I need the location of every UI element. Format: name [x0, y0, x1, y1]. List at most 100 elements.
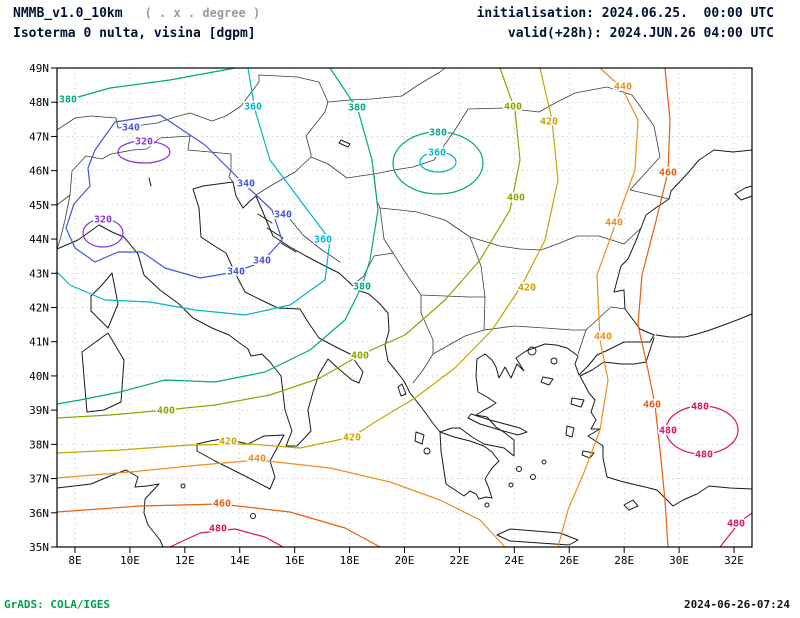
contour-line: [719, 512, 753, 548]
lon-tick-label: 22E: [449, 554, 469, 567]
contour-label: 340: [122, 123, 140, 134]
contour-label: 460: [659, 168, 677, 179]
lon-tick-label: 26E: [559, 554, 579, 567]
border-path: [420, 294, 434, 355]
lon-tick-label: 8E: [68, 554, 81, 567]
contour-line: [169, 528, 284, 548]
header-line-1: NMMB_v1.0_10km ( . x . degree ): [13, 6, 260, 21]
contour-label: 400: [507, 193, 525, 204]
contour-label: 460: [643, 400, 661, 411]
contour-label: 380: [348, 103, 366, 114]
lon-tick-label: 14E: [230, 554, 250, 567]
contour-line: [392, 131, 484, 195]
contour-label: 360: [314, 235, 332, 246]
contour-line: [56, 67, 379, 405]
contour-layer: [56, 67, 753, 548]
island-path: [623, 499, 639, 511]
axis-layer: 8E 10E 12E 14E 16E 18E 20E 22E 24E 26E 28E 30E 32E 49…: [29, 62, 744, 567]
island-path: [516, 466, 522, 472]
contour-label: 400: [351, 351, 369, 362]
island-path: [180, 483, 186, 489]
lat-tick-label: 48N: [29, 96, 49, 109]
contour-label: 340: [253, 256, 271, 267]
coastline-path: [81, 332, 125, 413]
border-path: [420, 294, 486, 298]
contour-label: 480: [691, 402, 709, 413]
border-path: [469, 236, 486, 331]
lat-tick-label: 47N: [29, 130, 49, 143]
island-path: [540, 376, 554, 386]
lake-path: [338, 139, 351, 148]
contour-label: 440: [614, 82, 632, 93]
contour-label: 320: [94, 215, 112, 226]
contour-line: [117, 140, 171, 164]
lon-tick-label: 28E: [614, 554, 634, 567]
border-path: [56, 67, 446, 131]
island-path: [541, 459, 547, 465]
contour-label: 360: [244, 102, 262, 113]
contour-label: 440: [594, 332, 612, 343]
lat-tick-label: 36N: [29, 507, 49, 520]
lat-tick-label: 38N: [29, 438, 49, 451]
lat-tick-label: 39N: [29, 404, 49, 417]
island-path: [397, 383, 407, 397]
contour-line: [56, 503, 381, 548]
contour-label: 420: [540, 117, 558, 128]
contour-label: 420: [518, 283, 536, 294]
island-path: [550, 357, 558, 365]
coastline-path: [496, 528, 579, 546]
island-path: [527, 346, 537, 356]
grid-layer: [57, 67, 752, 548]
lon-tick-label: 12E: [175, 554, 195, 567]
contour-label: 420: [219, 437, 237, 448]
lon-tick-label: 10E: [120, 554, 140, 567]
lon-tick-label: 24E: [504, 554, 524, 567]
coastline-path: [439, 431, 500, 500]
contour-line: [56, 67, 331, 316]
contour-label: 380: [353, 282, 371, 293]
island-path: [484, 502, 490, 508]
lake-path: [148, 177, 152, 187]
contour-label: 400: [504, 102, 522, 113]
contour-line: [665, 405, 739, 455]
lon-tick-label: 20E: [395, 554, 415, 567]
contour-line: [56, 67, 521, 419]
lon-tick-label: 16E: [285, 554, 305, 567]
grads-credit: GrADS: COLA/IGES: [4, 598, 110, 611]
contour-label: 480: [727, 519, 745, 530]
contour-line: [56, 67, 236, 104]
contour-line: [419, 151, 457, 173]
island-path: [530, 474, 536, 480]
contour-label: 440: [248, 454, 266, 465]
coastline-path: [734, 185, 753, 201]
border-path: [255, 156, 312, 196]
border-path: [585, 306, 626, 331]
contour-label: 360: [428, 148, 446, 159]
contour-label: 380: [59, 95, 77, 106]
generation-timestamp: 2024-06-26-07:24: [684, 598, 790, 611]
lon-tick-label: 32E: [724, 554, 744, 567]
contour-label: 460: [213, 499, 231, 510]
contour-line: [65, 114, 283, 279]
coastline-path: [579, 337, 753, 507]
border-path: [56, 194, 71, 250]
lat-tick-label: 41N: [29, 336, 49, 349]
island-path: [423, 447, 431, 455]
coastline-path: [467, 413, 528, 436]
border-path: [577, 329, 587, 355]
contour-line: [56, 459, 506, 548]
coastline-path: [232, 149, 753, 457]
border-path: [392, 252, 422, 296]
contour-line: [82, 218, 124, 248]
contour-label: 320: [135, 137, 153, 148]
contour-line: [637, 67, 671, 548]
border-path: [432, 329, 485, 355]
init-time-label: initialisation: 2024.06.25. 00:00 UTC: [476, 6, 774, 21]
lon-tick-label: 18E: [340, 554, 360, 567]
coastline-path: [655, 313, 753, 338]
contour-label: 420: [343, 433, 361, 444]
contour-label: 340: [274, 210, 292, 221]
lat-tick-label: 37N: [29, 473, 49, 486]
contour-label: 480: [695, 450, 713, 461]
lat-tick-label: 43N: [29, 267, 49, 280]
